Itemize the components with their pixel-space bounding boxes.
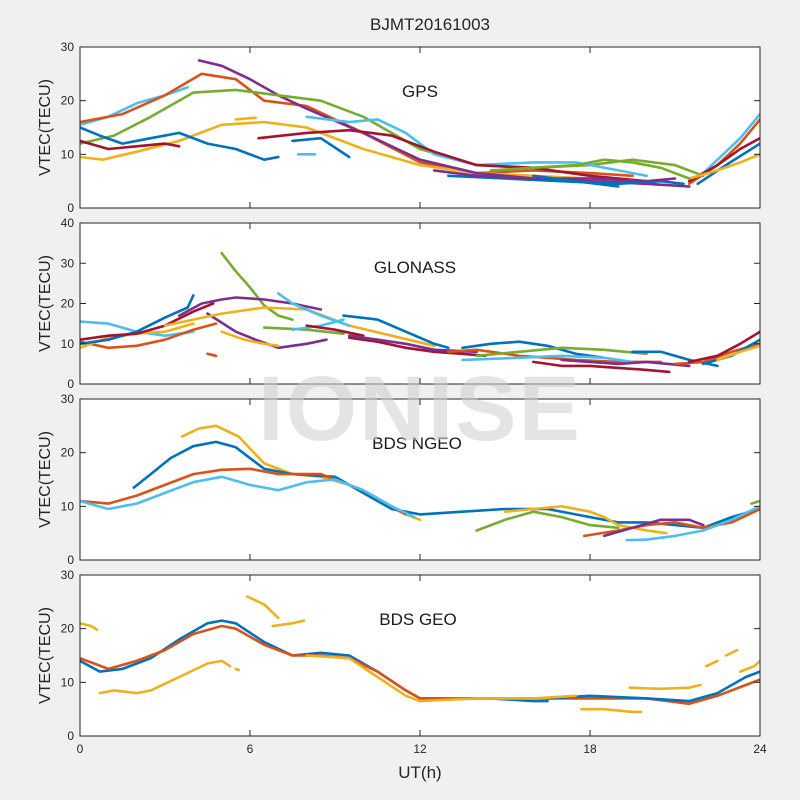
series-line-2 [234, 667, 240, 672]
plot-area [80, 399, 760, 560]
series-line-5 [220, 251, 294, 321]
y-tick-label: 20 [61, 297, 75, 311]
series-line-3 [245, 595, 280, 620]
series-line-10 [206, 352, 218, 358]
series-line-3 [80, 475, 416, 519]
series-line-13 [291, 318, 345, 332]
y-tick-label: 20 [61, 622, 75, 636]
series-line-5 [80, 126, 280, 161]
plot-area [80, 223, 760, 384]
series-line-17 [347, 334, 479, 354]
x-tick-label: 12 [413, 742, 427, 756]
panel-bds-geo: 0 10 20 30 0 6 12 18 24 BDS GEO VTEC(TECU) [37, 568, 767, 756]
x-tick-label: 24 [753, 742, 767, 756]
series-line-20 [475, 346, 649, 358]
series-line-6 [80, 139, 181, 151]
series-line-10 [234, 116, 257, 121]
panel-bds-ngeo: 0 10 20 30 BDS NGEO VTEC(TECU) [37, 392, 761, 567]
series-line-23 [560, 358, 691, 368]
plot-area [80, 575, 760, 736]
series-group [80, 424, 760, 542]
series-line-22 [461, 354, 634, 364]
series-line-4 [271, 619, 306, 628]
series-line-8 [220, 330, 280, 348]
series-group [80, 251, 760, 374]
series-line-9 [257, 128, 649, 183]
series-line-5 [503, 504, 668, 535]
series-line-19 [489, 158, 691, 180]
y-tick-label: 0 [67, 553, 74, 567]
series-line-15 [696, 142, 760, 186]
x-axis-label: UT(h) [398, 763, 441, 782]
panel-label: GPS [402, 82, 438, 101]
series-line-14 [342, 314, 450, 350]
series-line-10 [628, 683, 702, 691]
x-tick-label: 0 [77, 742, 84, 756]
watermark-text: IONISE [258, 358, 582, 460]
y-tick-label: 30 [61, 568, 75, 582]
y-tick-label: 10 [61, 337, 75, 351]
series-line-15 [347, 336, 487, 358]
series-line-16 [687, 153, 760, 180]
y-axis-label: VTEC(TECU) [37, 255, 54, 352]
series-line-7 [602, 518, 705, 538]
series-line-21 [531, 360, 671, 374]
y-axis-label: VTEC(TECU) [37, 79, 54, 176]
panel-label: BDS NGEO [372, 434, 462, 453]
series-line-12 [262, 326, 345, 336]
series-line-9 [580, 707, 643, 714]
y-tick-label: 20 [61, 446, 75, 460]
panels-group: 0 10 20 30 GPS VTEC(TECU) 0 10 20 30 40 GLONASS VTEC… [37, 40, 767, 756]
series-line-7 [291, 136, 351, 159]
series-line-1 [98, 659, 232, 695]
y-tick-label: 0 [67, 729, 74, 743]
panel-glonass: 0 10 20 30 40 GLONASS VTEC(TECU) [37, 216, 761, 391]
series-line-11 [704, 659, 719, 668]
series-line-13 [738, 659, 760, 673]
series-line-9 [750, 499, 760, 505]
y-axis-label: VTEC(TECU) [37, 431, 54, 528]
series-line-6 [80, 624, 760, 706]
series-line-7 [546, 670, 760, 703]
chart-title: BJMT20161003 [370, 15, 490, 34]
series-line-16 [305, 324, 365, 338]
series-line-4 [475, 510, 620, 532]
series-line-1 [80, 322, 218, 350]
series-group [80, 595, 760, 714]
series-line-8 [625, 504, 760, 542]
series-line-6 [582, 507, 760, 538]
series-line-26 [687, 330, 760, 364]
y-tick-label: 20 [61, 94, 75, 108]
series-line-3 [80, 294, 195, 346]
y-tick-label: 10 [61, 675, 75, 689]
y-tick-label: 0 [67, 201, 74, 215]
series-line-4 [80, 302, 215, 342]
y-tick-label: 0 [67, 377, 74, 391]
y-tick-label: 30 [61, 392, 75, 406]
series-line-12 [696, 112, 760, 180]
x-tick-label: 18 [583, 742, 597, 756]
series-line-0 [80, 621, 99, 632]
series-line-20 [531, 174, 620, 188]
series-line-19 [446, 348, 663, 364]
series-line-18 [461, 340, 606, 360]
y-axis-label: VTEC(TECU) [37, 607, 54, 704]
series-line-1 [80, 72, 634, 178]
series-line-28 [716, 344, 760, 362]
y-tick-label: 40 [61, 216, 75, 230]
y-tick-label: 10 [61, 147, 75, 161]
panel-label: GLONASS [374, 258, 456, 277]
series-line-8 [305, 654, 578, 703]
x-tick-label: 6 [247, 742, 254, 756]
y-tick-label: 10 [61, 499, 75, 513]
series-group [80, 59, 760, 188]
panel-label: BDS GEO [379, 610, 456, 629]
y-tick-label: 30 [61, 40, 75, 54]
series-line-12 [724, 648, 739, 657]
panel-gps: 0 10 20 30 GPS VTEC(TECU) [37, 40, 761, 215]
y-tick-label: 30 [61, 256, 75, 270]
